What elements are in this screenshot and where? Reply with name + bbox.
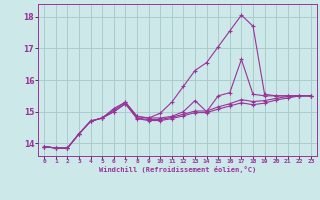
- X-axis label: Windchill (Refroidissement éolien,°C): Windchill (Refroidissement éolien,°C): [99, 166, 256, 173]
